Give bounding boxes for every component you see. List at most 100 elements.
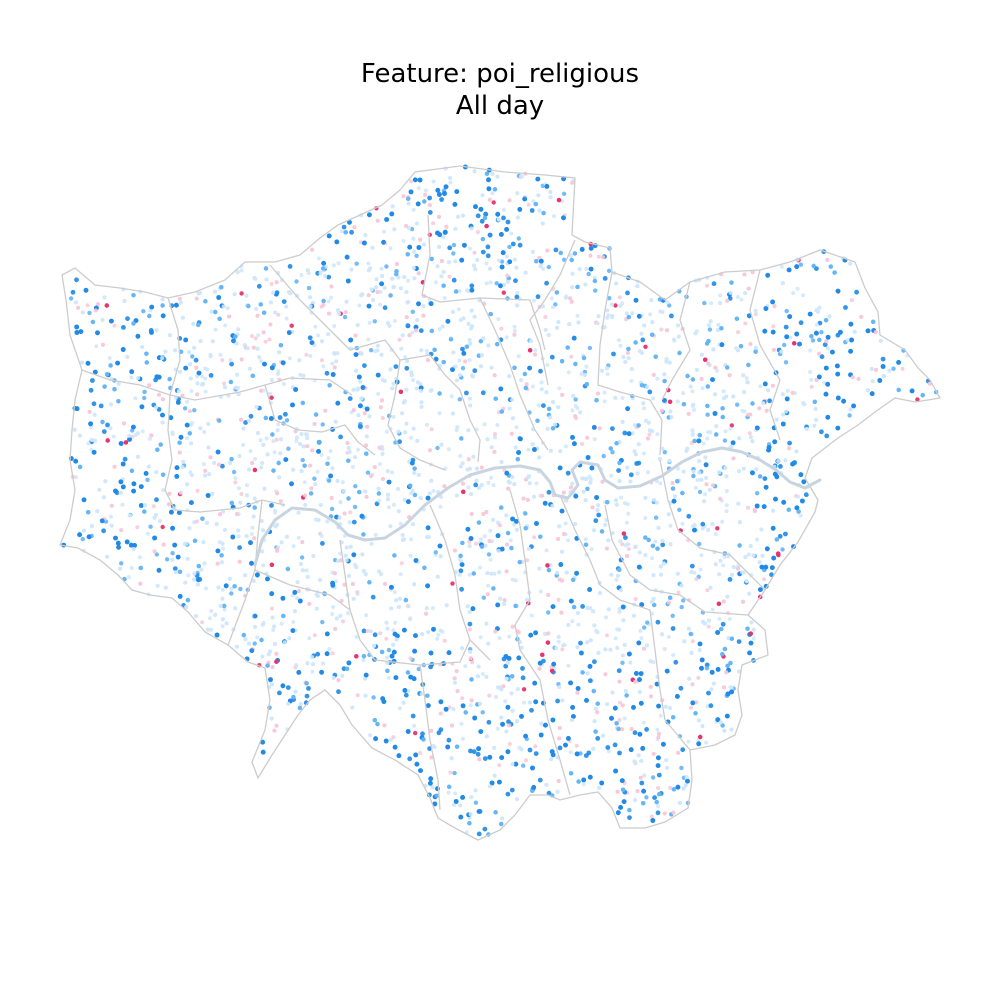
data-point [615,789,620,794]
data-point [568,253,573,258]
data-point [690,682,695,687]
data-point [786,267,792,273]
data-point [763,306,769,311]
data-point [338,500,343,505]
data-point [546,489,552,495]
data-point [466,321,471,326]
data-point [505,660,510,665]
data-point [708,430,713,435]
data-point [528,632,534,638]
data-point [814,308,819,313]
data-point [636,442,641,447]
data-point [694,367,699,372]
data-point [880,356,886,362]
data-point [570,619,575,624]
data-point [458,814,464,820]
data-point [736,469,741,474]
data-point [220,617,225,622]
data-point [499,755,505,760]
data-point [618,539,623,544]
data-point [342,511,347,516]
data-point [638,671,644,676]
data-point [218,604,223,608]
data-point [729,280,734,285]
data-point [296,535,301,540]
data-point [382,229,386,234]
data-point [574,743,579,748]
data-point [344,299,349,304]
data-point [494,281,499,286]
data-point [229,361,235,367]
data-point [390,204,395,209]
data-point [735,295,740,299]
data-point [588,638,593,643]
data-point [275,371,280,376]
data-point [264,277,269,282]
data-point [284,534,289,539]
data-point [718,496,723,501]
data-point [299,273,304,278]
data-point [848,348,853,354]
data-point [557,386,562,391]
data-point [125,316,130,321]
data-point [269,365,275,371]
data-point [653,539,658,544]
data-point [784,396,790,402]
data-point [386,321,390,326]
data-point [404,387,409,392]
data-point [849,298,854,303]
data-point [825,414,831,420]
data-point [384,620,389,625]
data-point [523,270,528,275]
data-point [679,604,684,610]
data-point [561,532,566,536]
data-point [436,730,442,736]
data-point [580,441,584,446]
data-point [444,224,449,229]
data-point [318,503,323,507]
data-point [691,473,696,479]
data-point [432,801,438,807]
data-point [725,663,730,668]
data-point [610,450,615,455]
data-point [391,735,396,740]
data-point [662,647,667,651]
data-point [368,629,373,634]
data-point [405,670,411,675]
data-point [680,490,685,496]
data-point [583,542,589,547]
data-points [61,164,939,837]
data-point [385,668,390,673]
data-point [411,676,417,682]
data-point [200,620,205,625]
data-point [715,630,720,635]
data-point [626,511,631,516]
data-point [656,755,661,761]
data-point [526,447,531,452]
data-point [720,519,725,524]
data-point [485,253,491,259]
data-point [275,428,280,433]
data-point [501,684,506,689]
data-point [747,431,752,436]
data-point [546,610,551,615]
data-point [195,488,200,493]
data-point [442,638,447,643]
data-point [421,304,426,309]
data-point [601,255,606,260]
data-point [546,567,552,573]
data-point [566,736,571,741]
data-point [223,323,228,328]
data-point [308,463,313,468]
data-point [280,360,286,366]
data-point [192,345,197,350]
data-point [201,540,206,545]
data-point [364,613,369,618]
data-point [753,308,758,313]
data-point [300,568,305,573]
data-point [193,357,199,363]
data-point [122,456,128,462]
data-point [783,531,788,537]
data-point [690,432,695,437]
data-point [556,634,561,639]
